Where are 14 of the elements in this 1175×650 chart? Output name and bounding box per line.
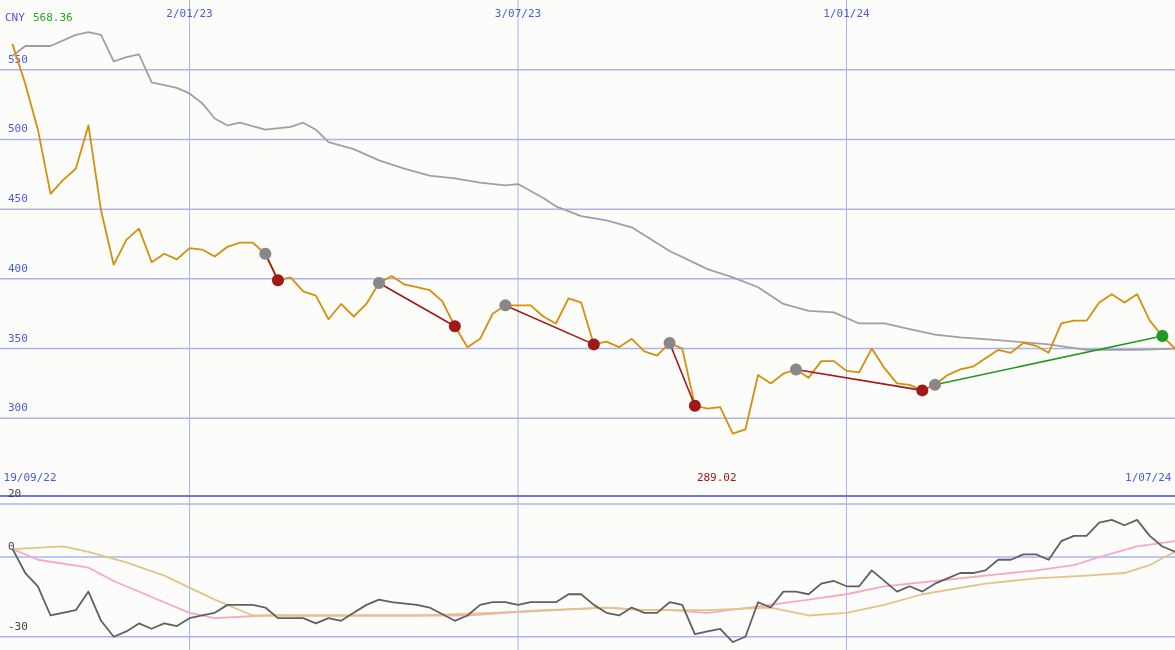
y-tick-label: 350 [8, 331, 28, 345]
x-tick-label: 3/07/23 [494, 7, 542, 20]
x-tick-label: 1/01/24 [823, 7, 871, 20]
annotation: 1/07/24 [1125, 471, 1172, 484]
annotation: 568.36 [32, 11, 73, 24]
annotation: 19/09/22 [3, 471, 57, 484]
annotation: 289.02 [696, 471, 737, 484]
y-tick-label: 400 [8, 261, 28, 275]
y-axis-title: CNY [5, 11, 26, 24]
x-tick-label: 2/01/23 [166, 7, 213, 20]
y-tick-label: 500 [8, 122, 28, 136]
y-tick-label: 450 [8, 192, 28, 206]
y-tick-label: -30 [8, 619, 28, 633]
y-tick-label: 300 [8, 401, 28, 415]
